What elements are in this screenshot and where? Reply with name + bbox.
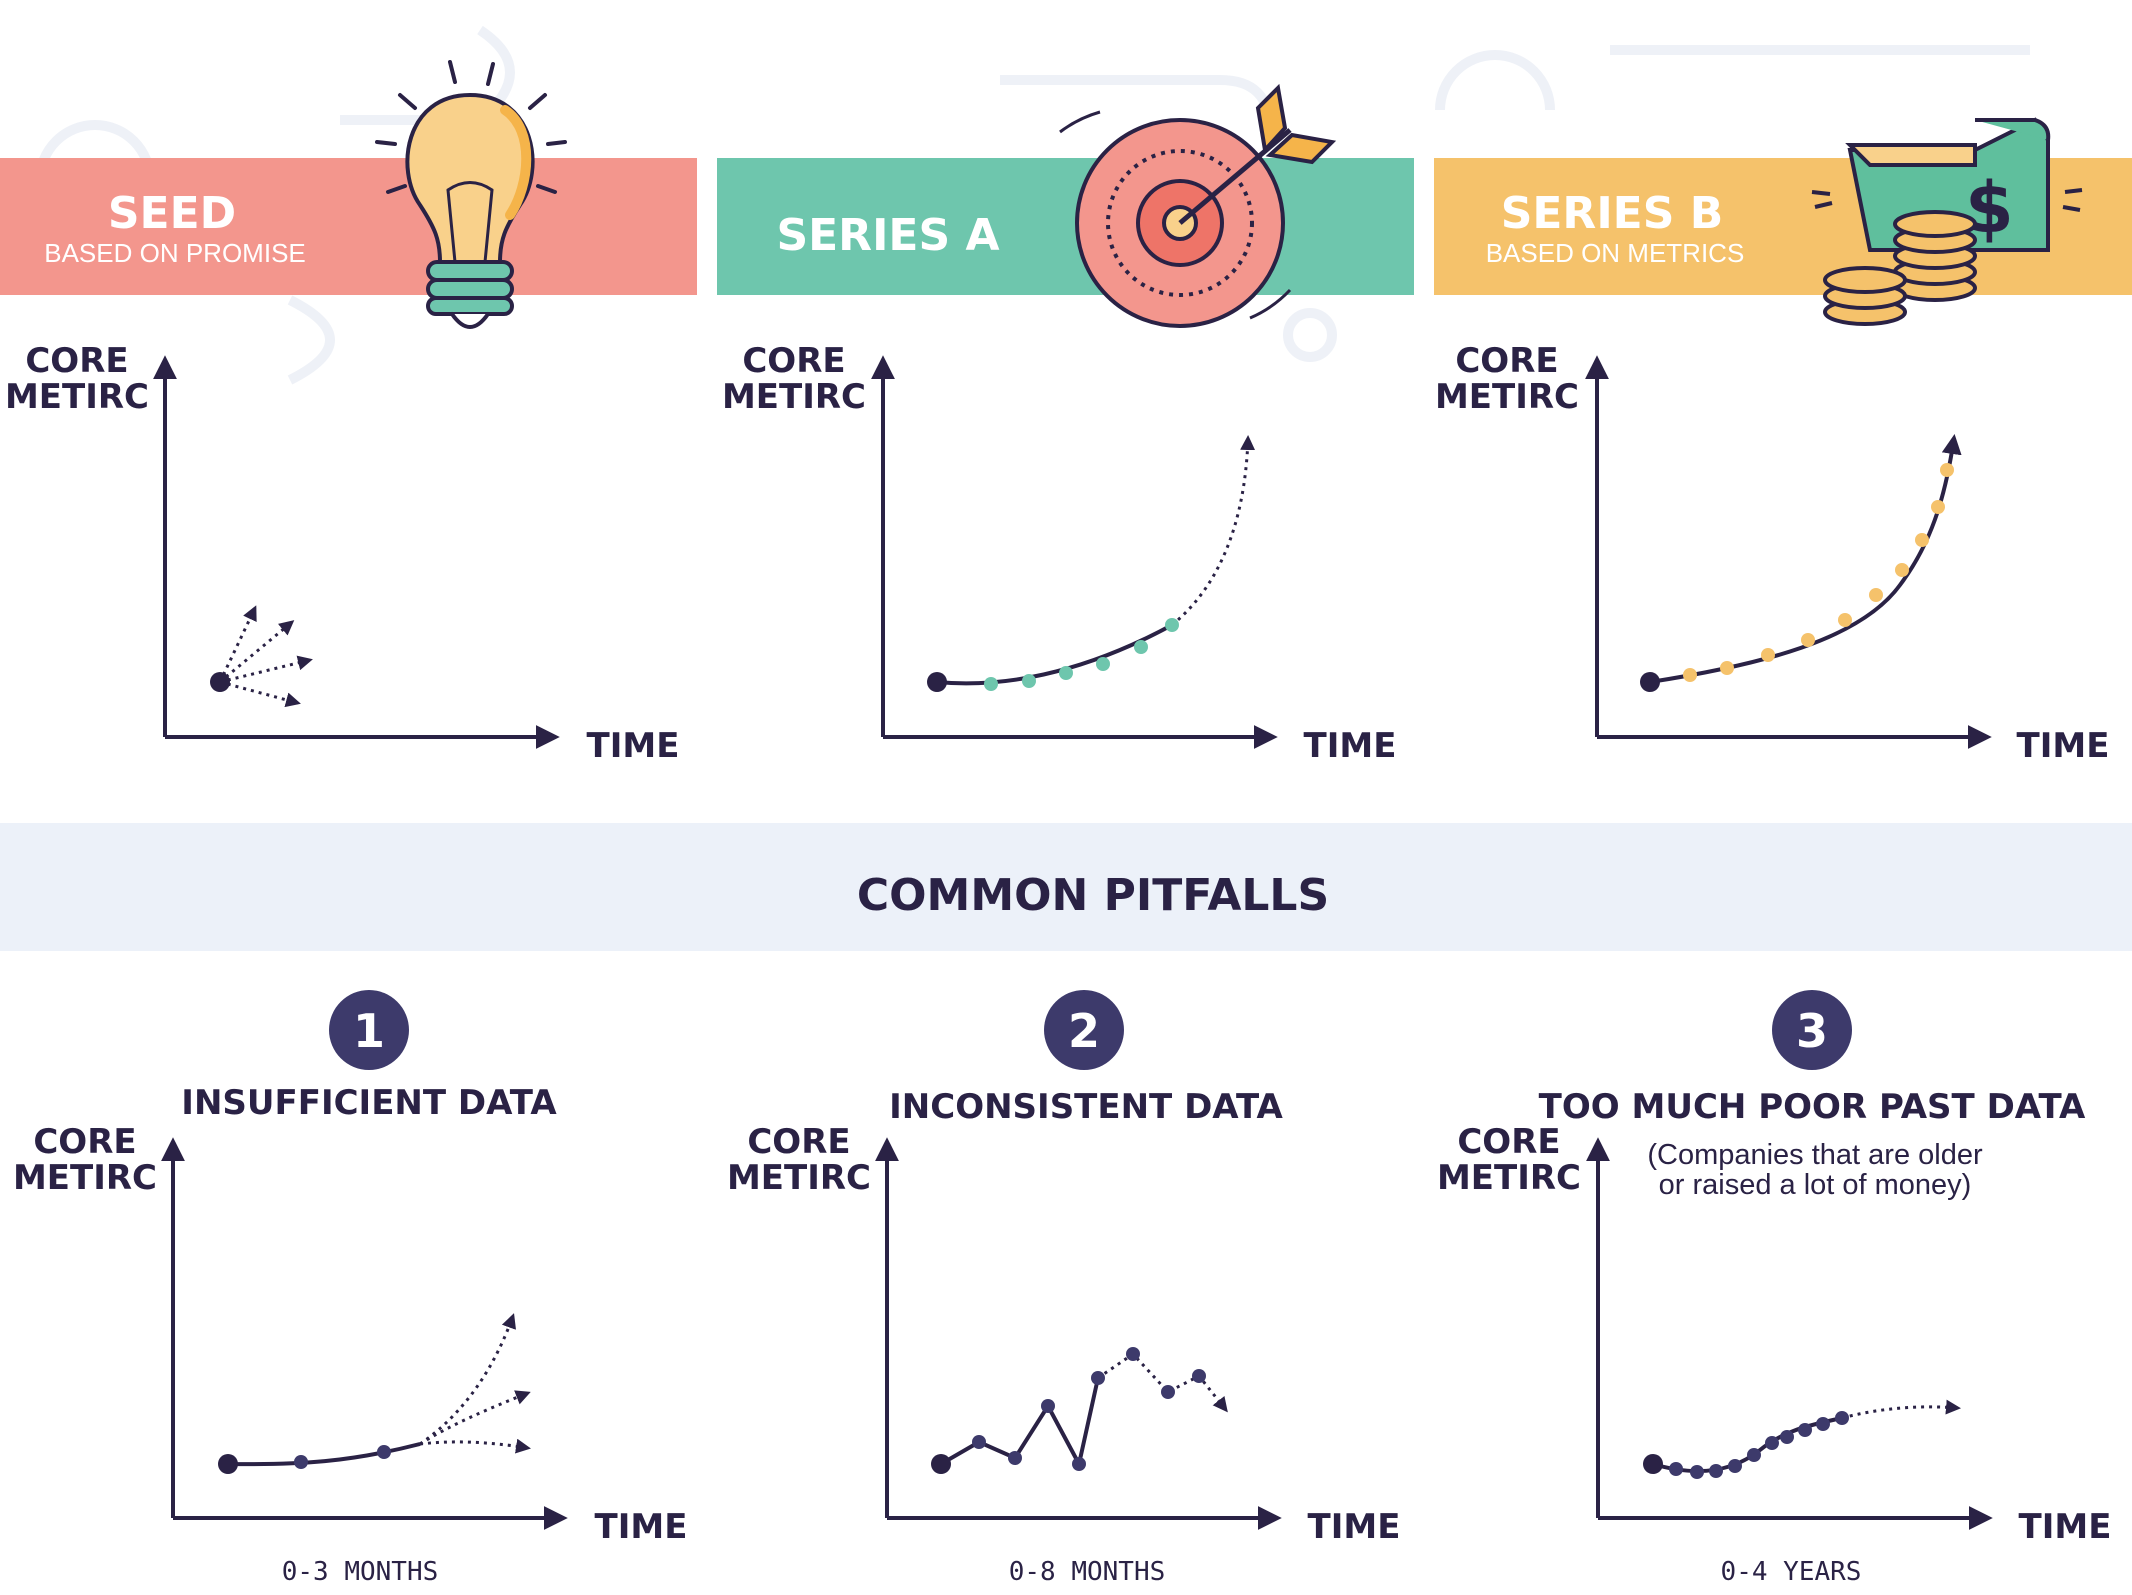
series-b-curve <box>1649 434 1962 684</box>
series-b-start-point <box>1640 672 1660 692</box>
target-icon <box>1059 83 1337 328</box>
series-a-y-label-1: CORE <box>742 341 845 381</box>
money-coins-icon: $ <box>1811 117 2083 326</box>
pitfall-1-y-label-2: METIRC <box>13 1158 157 1198</box>
pitfall-2-y-label-2: METIRC <box>727 1158 871 1198</box>
stage-series-b: SERIES B BASED ON METRICS $ <box>1434 117 2132 326</box>
series-b-y-label-2: METIRC <box>1435 377 1579 417</box>
pitfall-1-projections <box>419 1313 531 1454</box>
pitfall-2-y-label-1: CORE <box>747 1122 850 1162</box>
seed-start-point <box>210 672 230 692</box>
pitfall-1-title: INSUFFICIENT DATA <box>181 1083 557 1123</box>
pitfall-1-range: 0-3 MONTHS <box>282 1557 439 1587</box>
seed-subtitle: BASED ON PROMISE <box>44 238 306 268</box>
background-decoration <box>35 25 2030 385</box>
pitfall-2-start-point <box>931 1454 951 1474</box>
series-a-solid-curve <box>936 623 1173 686</box>
pitfall-3-x-label: TIME <box>2019 1507 2112 1547</box>
pitfall-2-badge <box>1044 990 1124 1070</box>
seed-y-label-1: CORE <box>25 341 128 381</box>
series-b-chart: CORE METIRC TIME <box>1435 341 2109 766</box>
series-b-title: SERIES B <box>1501 188 1724 239</box>
series-a-y-label-2: METIRC <box>722 377 866 417</box>
pitfall-1: 1 INSUFFICIENT DATA CORE METIRC TIME 0-3… <box>13 990 687 1587</box>
pitfall-1-number: 1 <box>353 1004 385 1058</box>
series-a-title: SERIES A <box>776 210 999 261</box>
series-b-points <box>1683 463 1954 682</box>
pitfall-3-start-point <box>1643 1454 1663 1474</box>
seed-y-label-2: METIRC <box>5 377 149 417</box>
lightbulb-icon <box>375 60 567 329</box>
pitfall-1-badge <box>329 990 409 1070</box>
pitfall-2-title: INCONSISTENT DATA <box>889 1087 1283 1127</box>
seed-x-label: TIME <box>587 726 680 766</box>
pitfall-1-x-label: TIME <box>595 1507 688 1547</box>
pitfall-2: 2 INCONSISTENT DATA CORE METIRC TIME 0-8… <box>727 990 1400 1587</box>
pitfall-2-projection <box>1097 1352 1228 1413</box>
series-a-banner <box>717 158 1414 295</box>
seed-title: SEED <box>108 188 236 239</box>
pitfall-3-badge <box>1772 990 1852 1070</box>
series-b-x-label: TIME <box>2017 726 2110 766</box>
pitfall-3-note-1: (Companies that are older <box>1647 1139 1983 1171</box>
pitfall-2-number: 2 <box>1068 1004 1100 1058</box>
pitfall-3-range: 0-4 YEARS <box>1721 1557 1862 1587</box>
pitfalls-band <box>0 823 2132 951</box>
seed-banner <box>0 158 697 295</box>
series-b-y-label-1: CORE <box>1455 341 1558 381</box>
pitfall-1-y-label-1: CORE <box>33 1122 136 1162</box>
seed-chart: CORE METIRC TIME <box>5 341 679 766</box>
pitfall-1-curve <box>227 1442 421 1467</box>
series-a-start-point <box>927 672 947 692</box>
pitfall-3-title: TOO MUCH POOR PAST DATA <box>1539 1087 2086 1127</box>
pitfall-3-number: 3 <box>1796 1004 1828 1058</box>
series-a-x-label: TIME <box>1304 726 1397 766</box>
series-a-chart: CORE METIRC TIME <box>722 341 1396 766</box>
pitfall-2-points <box>972 1347 1206 1471</box>
pitfall-3-y-label-1: CORE <box>1457 1122 1560 1162</box>
pitfall-3-solid-curve <box>1652 1416 1843 1474</box>
pitfalls-title: COMMON PITFALLS <box>857 870 1329 921</box>
series-a-points <box>984 618 1179 691</box>
pitfall-3-points <box>1669 1411 1849 1479</box>
pitfall-1-points <box>294 1445 391 1469</box>
pitfall-3-y-label-2: METIRC <box>1437 1158 1581 1198</box>
pitfall-3-projection <box>1841 1399 1961 1420</box>
stage-seed: SEED BASED ON PROMISE <box>0 60 697 329</box>
pitfall-2-range: 0-8 MONTHS <box>1009 1557 1166 1587</box>
pitfall-1-start-point <box>218 1454 238 1474</box>
pitfall-2-x-label: TIME <box>1308 1507 1401 1547</box>
pitfall-3: 3 TOO MUCH POOR PAST DATA (Companies tha… <box>1437 990 2111 1587</box>
pitfall-3-note-2: or raised a lot of money) <box>1659 1169 1972 1201</box>
series-b-subtitle: BASED ON METRICS <box>1486 238 1745 268</box>
pitfall-2-solid-line <box>939 1377 1100 1470</box>
series-a-projection <box>1171 435 1256 627</box>
seed-projection-arrows <box>218 605 313 708</box>
stage-series-a: SERIES A <box>717 83 1414 328</box>
